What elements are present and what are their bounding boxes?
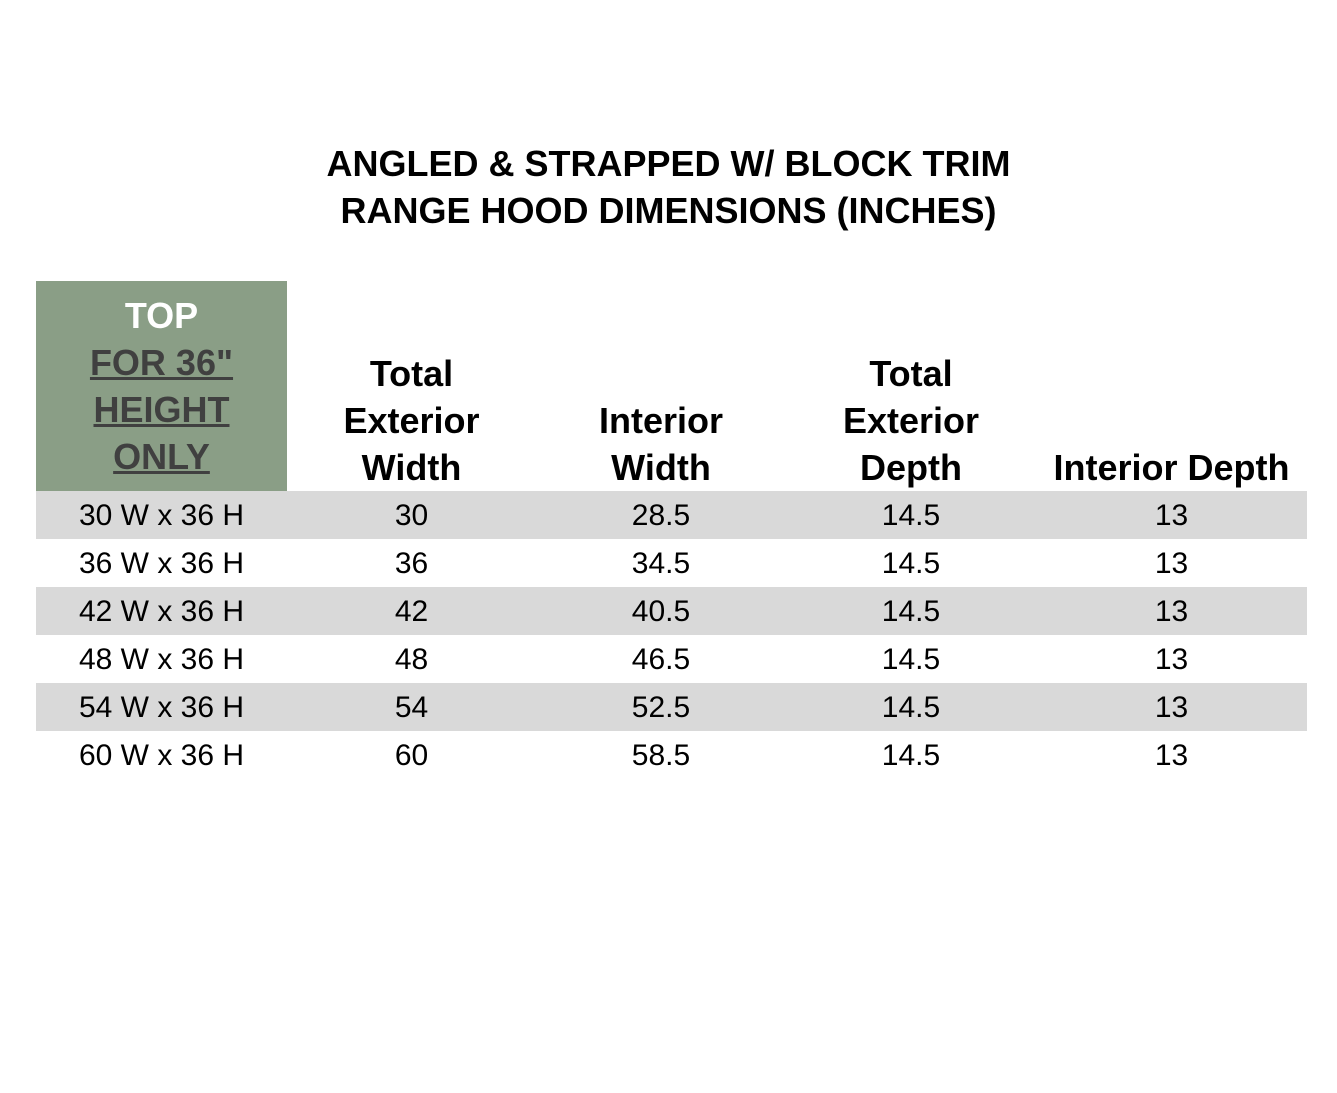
header-text: ONLY bbox=[113, 436, 210, 477]
table-cell: 13 bbox=[1154, 691, 1189, 724]
header-text: Depth bbox=[860, 447, 962, 488]
table-cell: 14.5 bbox=[881, 739, 941, 772]
table-cell: 54 W x 36 H bbox=[78, 691, 245, 724]
header-cell: Total Exterior Width bbox=[287, 281, 536, 491]
table-cell: 42 bbox=[394, 595, 429, 628]
table-cell: 36 W x 36 H bbox=[78, 547, 245, 580]
table-cell: 52.5 bbox=[631, 691, 691, 724]
table-cell: 30 bbox=[394, 499, 429, 532]
table-cell: 60 bbox=[394, 739, 429, 772]
table-cell: 14.5 bbox=[881, 499, 941, 532]
table-cell: 28.5 bbox=[631, 499, 691, 532]
table-row: 36 W x 36 H 36 34.5 14.5 13 bbox=[36, 539, 1307, 587]
table-row: 54 W x 36 H 54 52.5 14.5 13 bbox=[36, 683, 1307, 731]
table-cell: 14.5 bbox=[881, 595, 941, 628]
header-cell: TOP FOR 36" HEIGHT ONLY bbox=[36, 281, 287, 491]
table-cell: 30 W x 36 H bbox=[78, 499, 245, 532]
table-cell: 13 bbox=[1154, 547, 1189, 580]
header-cell: Interior Width bbox=[536, 281, 786, 491]
header-text: TOP bbox=[124, 295, 199, 336]
table-cell: 14.5 bbox=[881, 547, 941, 580]
table-cell: 54 bbox=[394, 691, 429, 724]
header-text: FOR 36" bbox=[89, 342, 234, 383]
header-text: Interior Depth bbox=[1053, 447, 1290, 488]
header-text: Total bbox=[369, 353, 454, 394]
table-cell: 13 bbox=[1154, 739, 1189, 772]
title-line: ANGLED & STRAPPED W/ BLOCK TRIM bbox=[326, 143, 1011, 184]
table-cell: 48 W x 36 H bbox=[78, 643, 245, 676]
table-cell: 60 W x 36 H bbox=[78, 739, 245, 772]
table-cell: 13 bbox=[1154, 499, 1189, 532]
table-cell: 40.5 bbox=[631, 595, 691, 628]
header-text: HEIGHT bbox=[93, 389, 230, 430]
header-text: Exterior bbox=[343, 400, 480, 441]
table-cell: 13 bbox=[1154, 595, 1189, 628]
table-cell: 42 W x 36 H bbox=[78, 595, 245, 628]
header-cell: Total Exterior Depth bbox=[786, 281, 1036, 491]
title-line: RANGE HOOD DIMENSIONS (INCHES) bbox=[340, 190, 997, 231]
header-text: Width bbox=[361, 447, 462, 488]
table-row: 42 W x 36 H 42 40.5 14.5 13 bbox=[36, 587, 1307, 635]
header-text: Width bbox=[611, 447, 711, 488]
table-row: 48 W x 36 H 48 46.5 14.5 13 bbox=[36, 635, 1307, 683]
header-cell: Interior Depth bbox=[1036, 281, 1307, 491]
table-cell: 34.5 bbox=[631, 547, 691, 580]
header-text: Exterior bbox=[842, 400, 980, 441]
header-text: Interior bbox=[598, 400, 723, 441]
table-cell: 36 bbox=[394, 547, 429, 580]
table-cell: 48 bbox=[394, 643, 429, 676]
header-text: Total bbox=[869, 353, 953, 394]
table-cell: 14.5 bbox=[881, 643, 941, 676]
table-cell: 46.5 bbox=[631, 643, 691, 676]
table-row: 60 W x 36 H 60 58.5 14.5 13 bbox=[36, 731, 1307, 779]
table-cell: 14.5 bbox=[881, 691, 941, 724]
table-cell: 58.5 bbox=[631, 739, 691, 772]
table-cell: 13 bbox=[1154, 643, 1189, 676]
table-row: 30 W x 36 H 30 28.5 14.5 13 bbox=[36, 491, 1307, 539]
